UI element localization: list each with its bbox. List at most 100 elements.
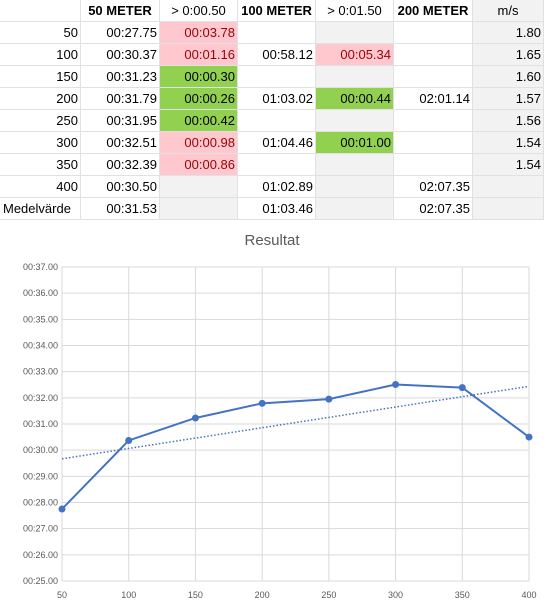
t50-cell[interactable]: 00:30.37	[81, 44, 160, 66]
distance-cell[interactable]: 150	[0, 66, 81, 88]
d100-cell[interactable]: 00:01.00	[316, 132, 394, 154]
ms-cell[interactable]: 1.57	[473, 88, 544, 110]
y-tick-label: 00:31.00	[23, 419, 58, 429]
x-tick-label: 350	[455, 590, 470, 600]
cell[interactable]	[0, 176, 81, 198]
t100-cell[interactable]	[238, 66, 316, 88]
cell[interactable]	[316, 176, 394, 198]
t200-cell[interactable]	[394, 22, 473, 44]
header-cell-100-meter[interactable]: 100 METER	[238, 0, 316, 22]
d100-cell[interactable]: 00:00.00	[316, 22, 394, 44]
d100-cell[interactable]	[316, 110, 394, 132]
t100-cell[interactable]: 01:04.46	[238, 132, 316, 154]
distance-cell[interactable]: 250	[0, 110, 81, 132]
distance-cell[interactable]: 200	[0, 88, 81, 110]
summary-t100[interactable]: 01:03.46	[238, 198, 316, 220]
results-chart[interactable]: Resultat 00:25.00 00:26.00 00:27.00 00:28.0…	[0, 218, 544, 607]
d50-cell[interactable]: 00:00.98	[160, 132, 238, 154]
ms-cell[interactable]: 1.54	[473, 154, 544, 176]
d100-cell[interactable]: 00:00.44	[316, 88, 394, 110]
cell[interactable]	[238, 176, 316, 198]
t100-cell[interactable]	[238, 22, 316, 44]
t100-cell[interactable]: 01:03.02	[238, 88, 316, 110]
t200-cell[interactable]	[394, 154, 473, 176]
d100-cell[interactable]	[316, 154, 394, 176]
cell[interactable]	[473, 176, 544, 198]
t50-cell[interactable]: 00:31.95	[81, 110, 160, 132]
x-tick-label: 300	[388, 590, 403, 600]
cell[interactable]	[473, 198, 544, 220]
x-tick-label: 200	[255, 590, 270, 600]
x-tick-label: 100	[121, 590, 136, 600]
ms-cell[interactable]: 1.65	[473, 44, 544, 66]
x-tick-label: 400	[521, 590, 536, 600]
d50-cell[interactable]: 00:03.78	[160, 22, 238, 44]
data-point	[58, 505, 66, 513]
cell[interactable]	[160, 176, 238, 198]
ms-cell[interactable]: 1.54	[473, 132, 544, 154]
t50-cell[interactable]: 00:32.39	[81, 154, 160, 176]
t100-cell[interactable]	[238, 154, 316, 176]
summary-label[interactable]: Medelvärde	[0, 198, 81, 220]
t200-cell[interactable]	[394, 110, 473, 132]
table-row: 200 00:31.79 00:00.26 01:03.02 00:00.44 02:01…	[0, 88, 544, 110]
distance-cell[interactable]: 100	[0, 44, 81, 66]
d50-cell[interactable]: 00:00.30	[160, 66, 238, 88]
y-tick-label: 00:28.00	[23, 498, 58, 508]
header-cell-50-meter[interactable]: 50 METER	[81, 0, 160, 22]
ms-cell[interactable]: 1.80	[473, 22, 544, 44]
chart-title: Resultat	[244, 232, 300, 249]
table-row: 100 00:30.37 00:01.16 00:58.12 00:05.34 1.65	[0, 44, 544, 66]
y-tick-label: 00:25.00	[23, 576, 58, 586]
y-tick-label: 00:37.00	[23, 262, 58, 272]
y-tick-label: 00:32.00	[23, 393, 58, 403]
data-point	[191, 414, 199, 422]
distance-cell[interactable]: 50	[0, 22, 81, 44]
cell[interactable]	[160, 198, 238, 220]
summary-t200[interactable]: 02:07.35	[394, 198, 473, 220]
data-point	[258, 399, 266, 407]
distance-cell[interactable]: 300	[0, 132, 81, 154]
table-row: 150 00:31.23 00:00.30 1.60	[0, 66, 544, 88]
header-cell-200-meter[interactable]: 200 METER	[394, 0, 473, 22]
t200-cell[interactable]: 02:01.14	[394, 88, 473, 110]
data-point	[125, 436, 133, 444]
spreadsheet-table: 50 METER > 0:00.50 100 METER > 0:01.50 2…	[0, 0, 544, 220]
d100-cell[interactable]	[316, 66, 394, 88]
d50-cell[interactable]: 00:00.42	[160, 110, 238, 132]
header-cell-distance[interactable]	[0, 0, 81, 22]
d50-cell[interactable]: 00:01.16	[160, 44, 238, 66]
cell[interactable]	[394, 176, 473, 198]
t200-cell[interactable]	[394, 66, 473, 88]
t100-cell[interactable]	[238, 110, 316, 132]
t50-cell[interactable]: 00:31.23	[81, 66, 160, 88]
t50-cell[interactable]: 00:27.75	[81, 22, 160, 44]
y-tick-label: 00:34.00	[23, 341, 58, 351]
header-cell-diff-50[interactable]: > 0:00.50	[160, 0, 238, 22]
ms-cell[interactable]: 1.56	[473, 110, 544, 132]
t200-cell[interactable]	[394, 44, 473, 66]
d50-cell[interactable]: 00:00.26	[160, 88, 238, 110]
header-cell-ms[interactable]: m/s	[473, 0, 544, 22]
d100-cell[interactable]: 00:05.34	[316, 44, 394, 66]
trendline	[61, 385, 530, 460]
x-tick-label: 150	[188, 590, 203, 600]
t100-cell[interactable]: 00:58.12	[238, 44, 316, 66]
data-point	[325, 395, 333, 403]
t50-cell[interactable]: 00:32.51	[81, 132, 160, 154]
y-tick-label: 00:36.00	[23, 288, 58, 298]
empty-row	[0, 176, 544, 198]
table-row: 300 00:32.51 00:00.98 01:04.46 00:01.00 1.54	[0, 132, 544, 154]
d50-cell[interactable]: 00:00.86	[160, 154, 238, 176]
y-tick-label: 00:29.00	[23, 471, 58, 481]
ms-cell[interactable]: 1.60	[473, 66, 544, 88]
summary-t50[interactable]: 00:31.53	[81, 198, 169, 220]
data-point	[525, 433, 533, 441]
y-tick-label: 00:27.00	[23, 524, 58, 534]
cell[interactable]	[316, 198, 394, 220]
distance-cell[interactable]: 350	[0, 154, 81, 176]
t50-cell[interactable]: 00:31.79	[81, 88, 160, 110]
t200-cell[interactable]	[394, 132, 473, 154]
header-cell-diff-100[interactable]: > 0:01.50	[316, 0, 394, 22]
cell[interactable]	[81, 176, 160, 198]
